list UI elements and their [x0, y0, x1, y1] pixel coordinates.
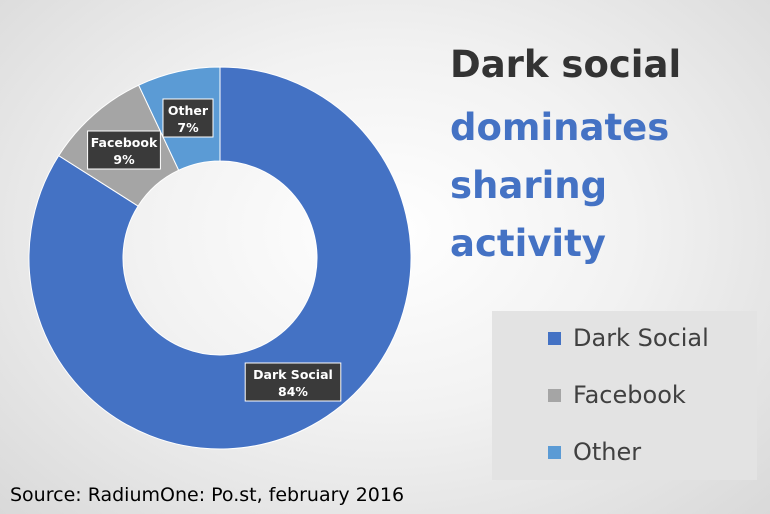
data-label-other: Other 7% [162, 98, 214, 138]
data-label-category-dark-social: Dark Social [253, 367, 333, 382]
data-label-value-dark-social: 84% [278, 384, 308, 399]
legend-label-dark-social: Dark Social [573, 324, 709, 352]
legend-item-facebook: Facebook [548, 380, 686, 410]
data-label-category-facebook: Facebook [91, 135, 158, 150]
source-note: Source: RadiumOne: Po.st, february 2016 [10, 484, 405, 506]
legend-item-dark-social: Dark Social [548, 323, 709, 353]
data-label-value-other: 7% [177, 120, 199, 135]
data-label-value-facebook: 9% [113, 152, 135, 167]
slice-dark-social [28, 66, 412, 450]
title-line-2: dominates [450, 106, 670, 149]
title-line-1: Dark social [450, 43, 682, 86]
data-label-category-other: Other [168, 103, 209, 118]
legend-swatch-dark-social [548, 331, 561, 345]
data-label-facebook: Facebook 9% [87, 130, 161, 170]
title-line-4: activity [450, 222, 606, 265]
legend-swatch-facebook [548, 388, 561, 402]
data-label-dark-social: Dark Social 84% [244, 362, 342, 402]
legend-label-facebook: Facebook [573, 381, 686, 409]
legend-swatch-other [548, 445, 561, 459]
legend-label-other: Other [573, 438, 642, 466]
title-line-3: sharing [450, 164, 608, 207]
legend-item-other: Other [548, 437, 641, 467]
legend: Dark Social Facebook Other [492, 311, 757, 480]
